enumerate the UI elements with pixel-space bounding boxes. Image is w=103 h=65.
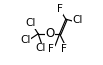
Text: Cl: Cl [25,18,36,28]
Text: Cl: Cl [20,35,31,45]
Text: F: F [57,4,63,14]
Text: Cl: Cl [72,15,83,25]
Text: O: O [45,27,54,40]
Text: F: F [48,44,54,54]
Text: F: F [61,44,67,54]
Text: Cl: Cl [36,43,46,53]
